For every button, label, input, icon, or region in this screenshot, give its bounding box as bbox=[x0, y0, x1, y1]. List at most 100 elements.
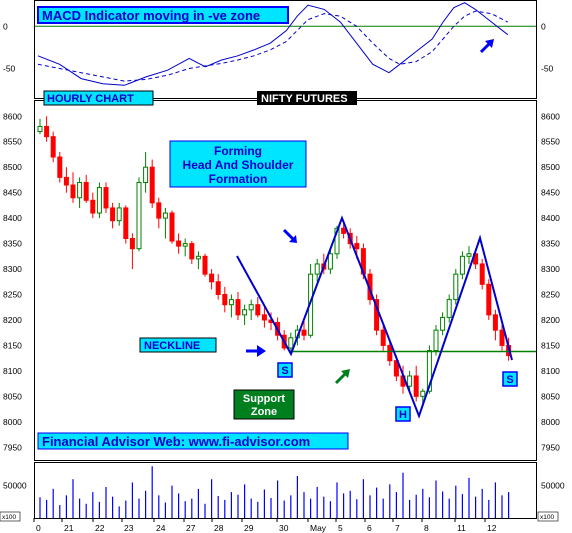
candle-body-14 bbox=[129, 237, 135, 250]
website-box bbox=[37, 432, 349, 450]
candle-20 bbox=[169, 210, 175, 244]
candle-body-34 bbox=[261, 314, 267, 321]
x-tick-label-10: 5 bbox=[338, 523, 343, 533]
price-tick-label-l-8: 8200 bbox=[3, 315, 22, 325]
candle-body-17 bbox=[149, 166, 155, 204]
x-tick-label-4: 24 bbox=[156, 523, 166, 533]
candle-body-31 bbox=[242, 309, 248, 316]
candle-69 bbox=[492, 309, 498, 341]
macd-tick-label-l-0: 0 bbox=[3, 21, 8, 31]
candle-body-22 bbox=[182, 243, 188, 247]
candle-body-48 bbox=[354, 243, 360, 250]
candle-65 bbox=[466, 246, 472, 264]
candle-body-52 bbox=[380, 329, 386, 346]
candle-19 bbox=[162, 207, 168, 239]
candle-24 bbox=[195, 251, 201, 270]
candle-21 bbox=[176, 233, 182, 254]
candle-12 bbox=[116, 202, 122, 226]
candle-body-53 bbox=[387, 344, 393, 362]
left-shoulder-box bbox=[277, 362, 293, 378]
candle-6 bbox=[77, 177, 83, 208]
price-tick-label-l-10: 8100 bbox=[3, 366, 22, 376]
pattern-line-3: Formation bbox=[209, 172, 268, 186]
candle-70 bbox=[499, 325, 505, 351]
price-tick-label-l-6: 8300 bbox=[3, 264, 22, 274]
candle-14 bbox=[129, 233, 135, 270]
arrow-down-right-icon bbox=[282, 228, 297, 243]
price-tick-label-l-4: 8400 bbox=[3, 213, 22, 223]
support-zone-line-2: Zone bbox=[251, 406, 277, 418]
neckline-box bbox=[139, 337, 217, 353]
candle-body-64 bbox=[459, 255, 465, 275]
price-tick-label-r-11: 8050 bbox=[541, 391, 560, 401]
arrow-up-right-blue-icon bbox=[479, 39, 494, 54]
price-tick-label-l-1: 8550 bbox=[3, 137, 22, 147]
candle-61 bbox=[440, 312, 446, 336]
x-tick-label-2: 22 bbox=[95, 523, 105, 533]
candle-60 bbox=[433, 325, 439, 356]
candle-body-10 bbox=[103, 187, 109, 209]
x-tick-label-1: 21 bbox=[64, 523, 74, 533]
price-tick-label-l-11: 8050 bbox=[3, 391, 22, 401]
candle-body-60 bbox=[433, 329, 439, 352]
volume-tick-label-l-0: 50000 bbox=[3, 481, 27, 491]
candle-body-23 bbox=[189, 243, 195, 260]
candle-10 bbox=[103, 182, 109, 214]
candle-0 bbox=[37, 118, 43, 135]
macd-series-0 bbox=[37, 2, 509, 86]
candle-body-56 bbox=[407, 375, 413, 387]
candle-body-33 bbox=[255, 304, 261, 316]
candle-body-38 bbox=[288, 337, 294, 349]
macd-tick-label-r-1: -50 bbox=[541, 63, 554, 73]
candle-27 bbox=[215, 274, 221, 300]
instrument-box bbox=[257, 91, 357, 105]
candle-32 bbox=[248, 299, 254, 320]
candle-2 bbox=[50, 131, 56, 163]
x-tick-label-5: 27 bbox=[186, 523, 196, 533]
candle-body-0 bbox=[37, 125, 43, 133]
candle-body-32 bbox=[248, 304, 254, 311]
candle-28 bbox=[222, 286, 228, 313]
candle-56 bbox=[407, 370, 413, 392]
candle-body-4 bbox=[63, 176, 69, 186]
candle-body-7 bbox=[83, 181, 89, 201]
candle-body-65 bbox=[466, 253, 472, 257]
candle-body-54 bbox=[393, 360, 399, 377]
candle-body-67 bbox=[479, 263, 485, 285]
candle-body-26 bbox=[209, 273, 215, 283]
price-tick-label-r-5: 8350 bbox=[541, 239, 560, 249]
x-tick-label-6: 28 bbox=[214, 523, 224, 533]
support-zone-line-1: Support bbox=[243, 393, 285, 405]
left-scale-box bbox=[0, 511, 21, 522]
volume-bars bbox=[39, 466, 510, 518]
pattern-line-2: Head And Shoulder bbox=[183, 158, 294, 172]
macd-series-1 bbox=[37, 10, 509, 82]
macd-title: MACD Indicator moving in -ve zone bbox=[42, 8, 260, 23]
x-tick-label-11: 6 bbox=[367, 523, 372, 533]
pattern-line-1: Forming bbox=[214, 144, 262, 158]
candle-body-61 bbox=[440, 316, 446, 331]
candle-42 bbox=[314, 258, 320, 282]
price-tick-label-l-9: 8150 bbox=[3, 340, 22, 350]
candles bbox=[37, 116, 512, 407]
candle-body-58 bbox=[420, 390, 426, 397]
candle-30 bbox=[235, 291, 241, 320]
candle-body-6 bbox=[77, 181, 83, 199]
candle-7 bbox=[83, 174, 89, 203]
x-tick-label-13: 8 bbox=[424, 523, 429, 533]
candle-body-25 bbox=[202, 255, 208, 275]
price-tick-label-r-13: 7950 bbox=[541, 442, 560, 452]
price-tick-label-l-2: 8500 bbox=[3, 162, 22, 172]
candle-38 bbox=[288, 332, 294, 354]
candle-body-29 bbox=[228, 299, 234, 306]
left-scale-label: x100 bbox=[2, 514, 16, 521]
candle-68 bbox=[486, 279, 492, 320]
price-tick-label-r-4: 8400 bbox=[541, 213, 560, 223]
candle-13 bbox=[123, 205, 129, 244]
right-shoulder-box bbox=[502, 371, 518, 387]
candle-67 bbox=[479, 258, 485, 290]
macd-tick-label-l-1: -50 bbox=[3, 63, 16, 73]
candle-34 bbox=[261, 307, 267, 328]
candle-body-30 bbox=[235, 299, 241, 316]
